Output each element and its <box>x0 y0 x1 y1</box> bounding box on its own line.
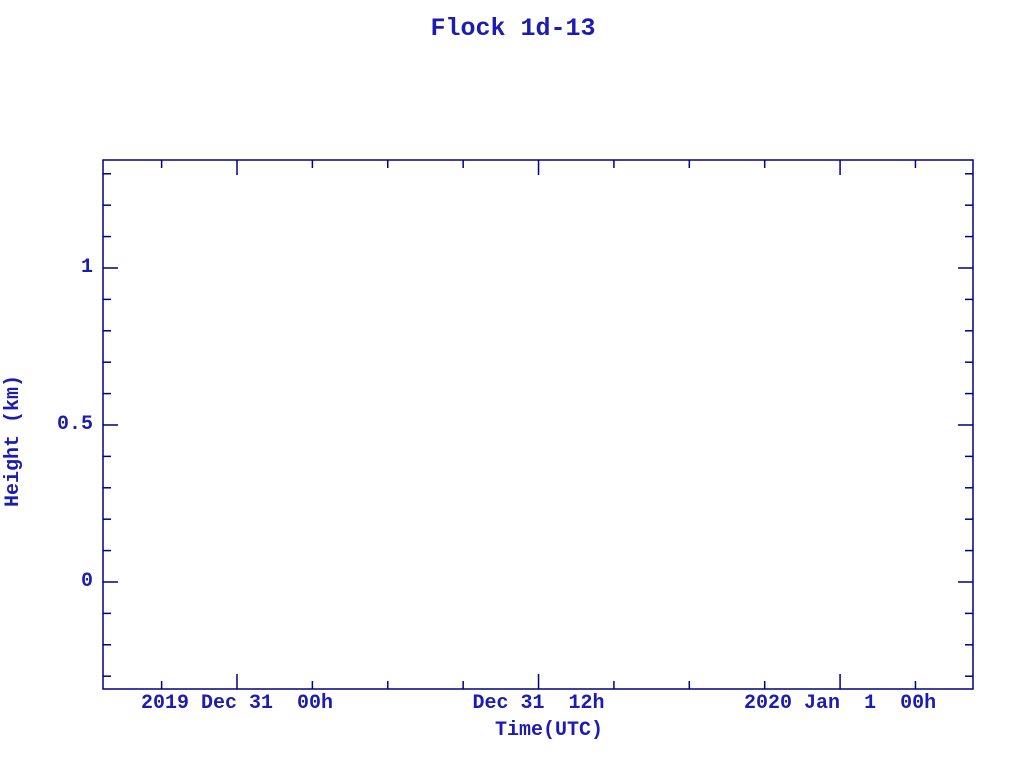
x-axis-tick-label: 2019 Dec 31 00h <box>140 692 334 715</box>
y-axis-tick-label: 1 <box>80 255 93 279</box>
x-axis-tick-label: Dec 31 12h <box>472 692 605 715</box>
chart-title: Flock 1d-13 <box>430 14 596 43</box>
x-axis-tick-label: 2020 Jan 1 00h <box>744 692 937 715</box>
y-axis-title: Height (km) <box>2 374 25 508</box>
y-axis-tick-label: 0.5 <box>56 412 93 436</box>
y-axis-tick-label: 0 <box>80 569 93 593</box>
x-axis-title: Time(UTC) <box>494 719 604 742</box>
axes-box <box>102 159 974 690</box>
